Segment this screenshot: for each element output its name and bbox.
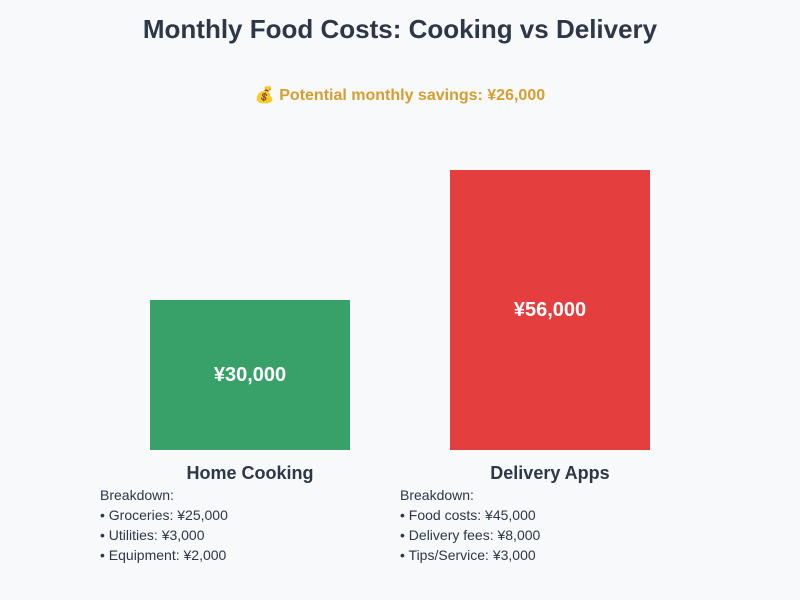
bar-value-label: ¥30,000 bbox=[213, 363, 287, 386]
category-label-delivery-apps: Delivery Apps bbox=[490, 463, 610, 483]
breakdown-item: • Equipment: ¥2,000 bbox=[100, 547, 227, 563]
breakdown-item: • Tips/Service: ¥3,000 bbox=[400, 547, 536, 563]
breakdown-delivery-apps: Breakdown: • Food costs: ¥45,000 • Deliv… bbox=[400, 485, 540, 565]
savings-text: Potential monthly savings: ¥26,000 bbox=[279, 87, 546, 104]
breakdown-home-cooking: Breakdown: • Groceries: ¥25,000 • Utilit… bbox=[100, 485, 228, 565]
chart-title: Monthly Food Costs: Cooking vs Delivery bbox=[142, 14, 658, 44]
category-label-home-cooking: Home Cooking bbox=[186, 463, 314, 483]
breakdown-item: • Food costs: ¥45,000 bbox=[400, 507, 536, 523]
bar-value-label: ¥56,000 bbox=[513, 298, 587, 321]
breakdown-item: • Delivery fees: ¥8,000 bbox=[400, 527, 541, 543]
bar-home-cooking: ¥30,000 bbox=[150, 300, 350, 450]
money-bag-icon: 💰 bbox=[254, 87, 275, 104]
bar-delivery-apps: ¥56,000 bbox=[450, 170, 650, 450]
breakdown-item: • Groceries: ¥25,000 bbox=[100, 507, 228, 523]
savings-callout: 💰 Potential monthly savings: ¥26,000 bbox=[0, 85, 800, 105]
breakdown-title: Breakdown: bbox=[400, 487, 474, 503]
breakdown-item: • Utilities: ¥3,000 bbox=[100, 527, 205, 543]
breakdown-title: Breakdown: bbox=[100, 487, 174, 503]
